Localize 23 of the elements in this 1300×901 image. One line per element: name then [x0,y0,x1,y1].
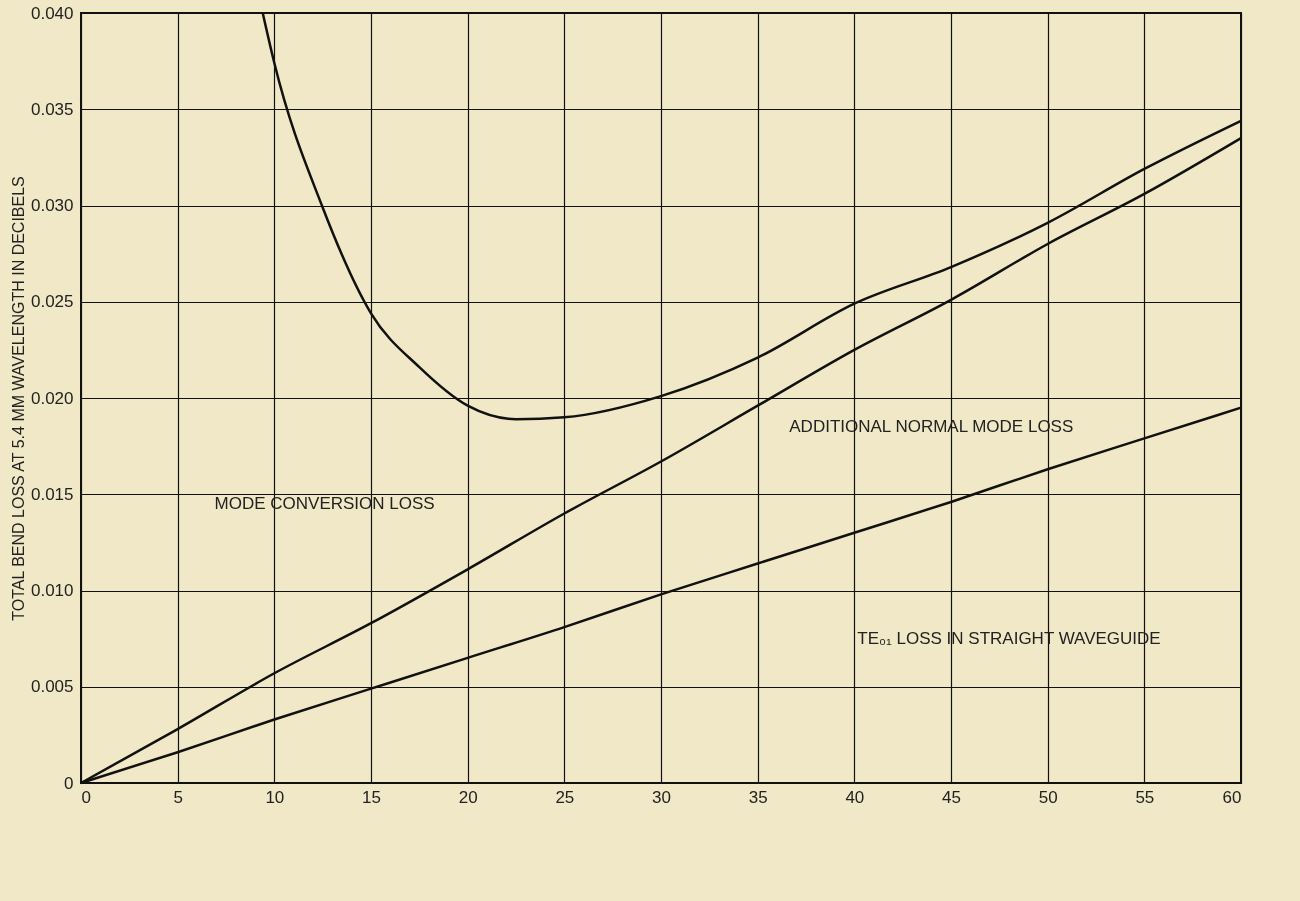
x-tick-label: 35 [748,787,768,807]
y-tick-label: 0.005 [30,677,74,697]
y-tick-label: 0.025 [30,292,74,312]
x-tick-label: 55 [1135,787,1155,807]
y-tick-label: 0.020 [30,388,74,408]
x-tick-label: 50 [1038,787,1058,807]
x-tick-label: 30 [652,787,671,807]
x-tick-label: 20 [458,787,478,807]
x-tick-label: 15 [362,787,381,807]
x-tick-label: 0 [81,787,91,807]
x-tick-label: 10 [265,787,285,807]
y-tick-label: 0.040 [30,3,74,23]
y-tick-label: 0.030 [30,196,74,215]
y-axis-title: TOTAL BEND LOSS AT 5.4 MM WAVELENGTH IN DECIBELS [9,176,27,621]
x-tick-label: 5 [173,787,183,807]
x-tick-label: 60 [1222,787,1242,807]
x-tick-label: 40 [845,787,865,807]
y-tick-label: 0.010 [30,581,74,600]
x-tick-label: 25 [555,787,575,807]
x-tick-label: 45 [942,787,961,807]
y-tick-label: 0.015 [30,484,74,504]
y-tick-label: 0.035 [30,99,74,119]
y-tick-label: 0 [64,773,74,793]
